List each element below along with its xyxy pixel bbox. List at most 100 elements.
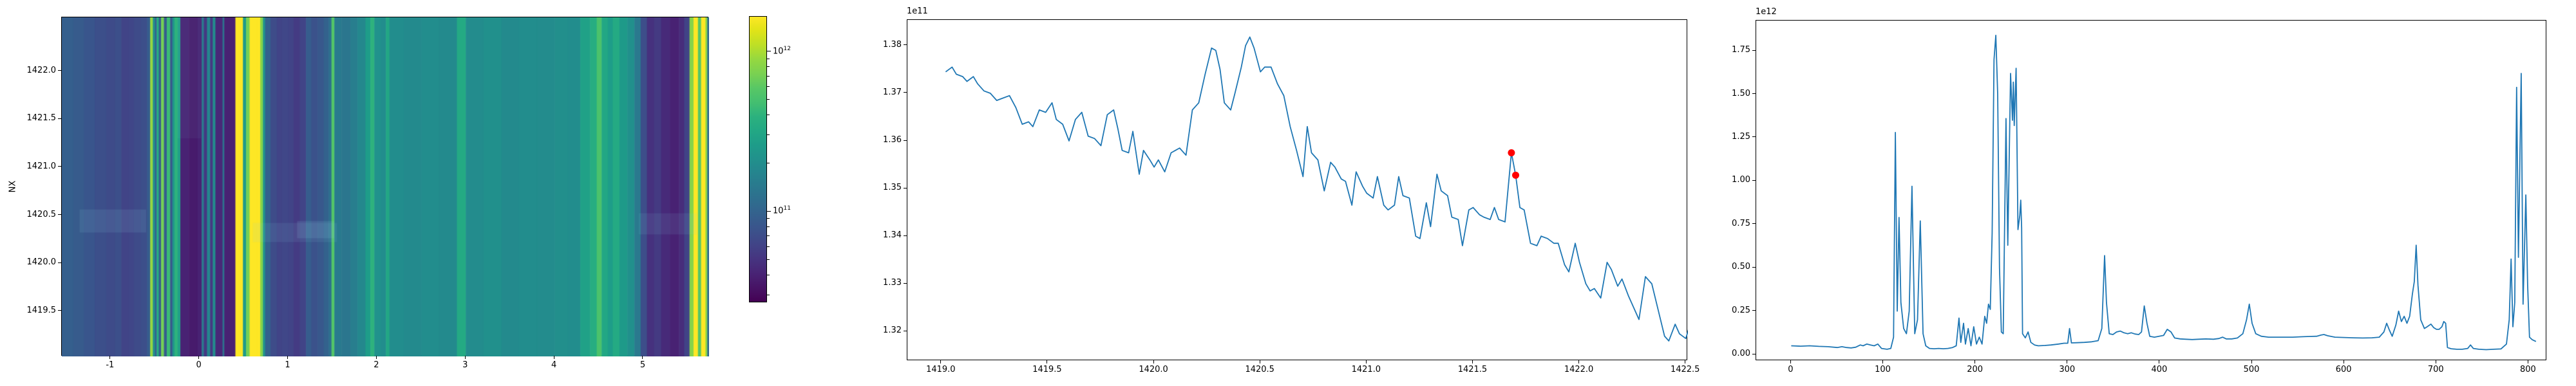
x-tick-label: 100 (1875, 365, 1891, 374)
y-tick-label: 0.75 (1732, 218, 1750, 228)
x-tick-label: 1419.5 (1032, 365, 1062, 374)
highlight-marker (1512, 171, 1520, 179)
x-tick-label: 0 (196, 360, 202, 370)
y-tick-label: 1.38 (883, 39, 902, 50)
colorbar-minor-tick-mark (767, 134, 770, 136)
y-tick-label: 1.50 (1732, 88, 1750, 98)
y-tick-label: 0.50 (1732, 262, 1750, 272)
y-tick-label: 1.36 (883, 135, 902, 145)
x-tick-mark (940, 360, 942, 363)
x-tick-label: 0 (1788, 365, 1794, 374)
x-tick-label: 200 (1967, 365, 1984, 374)
y-tick-mark (1752, 93, 1756, 95)
x-tick-label: 700 (2427, 365, 2444, 374)
right-line-plot (1756, 20, 2546, 360)
middle-line-series (945, 36, 1688, 342)
y-tick-mark (904, 92, 907, 93)
colorbar-minor-tick-mark (767, 66, 770, 68)
colorbar-minor-tick-mark (767, 235, 770, 237)
y-tick-label: 1.37 (883, 87, 902, 97)
heatmap-image (62, 17, 709, 356)
x-tick-mark (1472, 360, 1473, 363)
data-line (1791, 34, 2537, 351)
y-tick-label: 1.32 (883, 326, 902, 336)
y-tick-label: 1.35 (883, 183, 902, 193)
x-tick-mark (2251, 360, 2252, 363)
colorbar-tick-label: 1011 (773, 205, 791, 216)
x-tick-label: 400 (2151, 365, 2168, 374)
y-tick-mark (904, 140, 907, 141)
y-tick-label: 1419.5 (26, 305, 57, 315)
heatmap-plot (61, 17, 709, 356)
colorbar-minor-tick-mark (767, 99, 770, 100)
x-tick-label: 800 (2519, 365, 2536, 374)
y-tick-label: 1420.0 (26, 257, 57, 268)
x-tick-label: 1420.5 (1245, 365, 1274, 374)
y-tick-mark (1752, 310, 1756, 311)
y-tick-label: 1421.0 (26, 161, 57, 171)
x-tick-label: 3 (462, 360, 468, 370)
x-tick-label: 600 (2335, 365, 2352, 374)
x-tick-label: 1422.5 (1670, 365, 1700, 374)
y-tick-label: 1.34 (883, 230, 902, 241)
x-tick-mark (642, 356, 643, 359)
colorbar-minor-tick-mark (767, 218, 770, 219)
colorbar (749, 16, 767, 302)
data-line (945, 36, 1688, 342)
y-tick-mark (58, 70, 61, 71)
x-tick-mark (1365, 360, 1367, 363)
x-tick-label: 300 (2059, 365, 2076, 374)
x-tick-mark (1153, 360, 1154, 363)
x-tick-mark (464, 356, 466, 359)
y-tick-mark (904, 282, 907, 284)
x-tick-label: 1421.5 (1457, 365, 1488, 374)
middle-line-plot (907, 19, 1688, 360)
colorbar-minor-tick-mark (767, 246, 770, 247)
x-tick-mark (1790, 360, 1791, 363)
y-tick-label: 1420.5 (26, 209, 57, 219)
colorbar-minor-tick-mark (767, 75, 770, 77)
y-tick-mark (58, 118, 61, 119)
y-tick-mark (1752, 266, 1756, 268)
y-tick-mark (58, 214, 61, 216)
y-tick-mark (904, 235, 907, 236)
y-tick-label: 1421.5 (26, 113, 57, 124)
y-tick-label: 0.25 (1732, 305, 1750, 315)
heatmap-ylabel: NX (8, 180, 18, 192)
colorbar-minor-tick-mark (767, 86, 770, 87)
x-tick-label: 1419.0 (926, 365, 956, 374)
y-tick-label: 0.00 (1732, 349, 1750, 359)
y-tick-mark (58, 166, 61, 167)
x-tick-label: 5 (639, 360, 646, 370)
colorbar-tick-mark (767, 210, 771, 212)
y-tick-mark (904, 44, 907, 46)
x-tick-mark (375, 356, 377, 359)
x-tick-label: 1 (285, 360, 290, 370)
x-tick-label: 1421.0 (1351, 365, 1381, 374)
x-tick-mark (109, 356, 111, 359)
y-tick-label: 1422.0 (26, 65, 57, 75)
colorbar-minor-tick-mark (767, 259, 770, 260)
right-axis-offset-label: 1e12 (1756, 7, 1777, 17)
y-tick-label: 1.00 (1732, 175, 1750, 185)
y-tick-mark (1752, 179, 1756, 181)
y-tick-mark (1752, 223, 1756, 225)
x-tick-mark (1882, 360, 1883, 363)
x-tick-label: -1 (106, 360, 115, 370)
highlight-marker (1508, 149, 1515, 157)
x-tick-label: 4 (551, 360, 557, 370)
x-tick-label: 1422.0 (1564, 365, 1594, 374)
colorbar-minor-tick-mark (767, 226, 770, 227)
y-tick-mark (58, 310, 61, 311)
x-tick-label: 2 (374, 360, 379, 370)
y-tick-label: 1.25 (1732, 131, 1750, 142)
x-tick-mark (1046, 360, 1048, 363)
x-tick-mark (287, 356, 289, 359)
y-tick-mark (1752, 136, 1756, 138)
middle-axis-offset-label: 1e11 (907, 6, 928, 16)
colorbar-tick-label: 1012 (773, 45, 791, 57)
y-tick-mark (1752, 50, 1756, 51)
y-tick-label: 1.33 (883, 278, 902, 288)
x-tick-mark (1578, 360, 1580, 363)
